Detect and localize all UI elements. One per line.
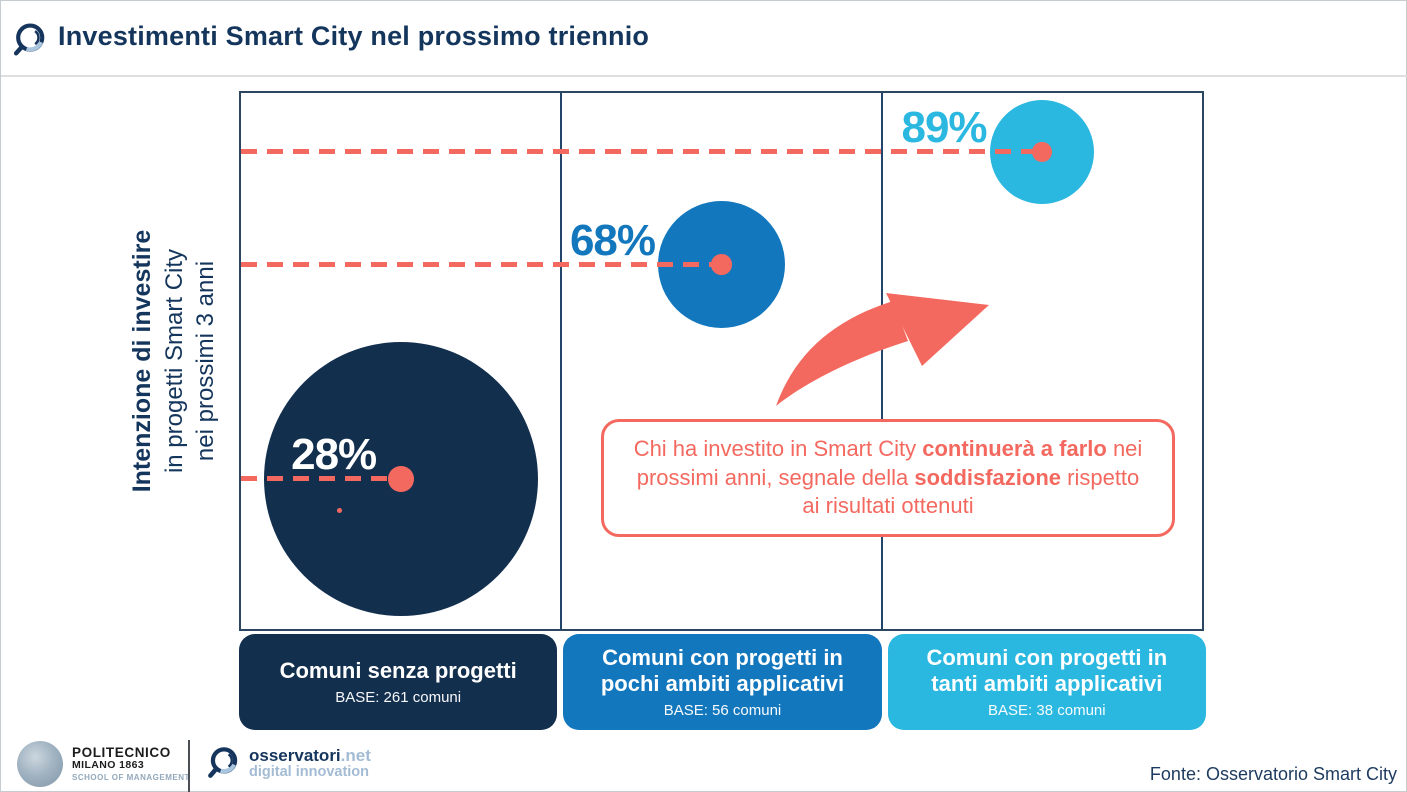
category-base: BASE: 38 comuni — [988, 701, 1106, 719]
osservatori-logo: osservatori.net digital innovation — [207, 745, 371, 788]
politecnico-milano: MILANO 1863 — [72, 759, 145, 772]
value-label: 28% — [291, 429, 377, 479]
y-axis-label: Intenzione di investire in progetti Smar… — [126, 191, 222, 531]
osservatori-brand: osservatori.net — [249, 746, 371, 765]
category-title: Comuni senza progetti — [279, 658, 517, 684]
politecnico-name: POLITECNICO — [72, 745, 171, 761]
category-base: BASE: 56 comuni — [663, 701, 782, 719]
header-separator — [1, 75, 1407, 77]
category-row: Comuni senza progetti BASE: 261 comuni Com… — [239, 634, 1206, 730]
source-note: Fonte: Osservatorio Smart City — [1149, 764, 1397, 784]
politecnico-logo: POLITECNICO MILANO 1863 SCHOOL OF MANAGE… — [17, 741, 190, 787]
category-base: BASE: 261 comuni — [335, 688, 462, 706]
category-title: Comuni con progetti in tanti ambiti appl… — [926, 645, 1168, 696]
osservatori-tagline: digital innovation — [249, 763, 370, 780]
column-divider — [880, 93, 883, 629]
value-dot — [711, 254, 732, 275]
category-box: Comuni senza progetti BASE: 261 comuni — [239, 634, 558, 730]
y-axis-label-bold: Intenzione di investire — [128, 229, 156, 493]
value-dash-line — [241, 262, 722, 268]
annotation-text: Chi ha investito in Smart City continuer… — [633, 436, 1143, 519]
magnifier-icon — [12, 21, 50, 64]
value-label: 89% — [901, 102, 987, 152]
plot-area: Chi ha investito in Smart City continuer… — [239, 91, 1204, 631]
osservatori-magnifier-icon — [207, 745, 241, 788]
category-box: Comuni con progetti in pochi ambiti appl… — [563, 634, 882, 730]
value-dot — [1032, 142, 1052, 162]
value-dot — [388, 466, 414, 492]
annotation-callout: Chi ha investito in Smart City continuer… — [601, 419, 1175, 537]
footer-divider — [188, 740, 190, 792]
value-label: 68% — [569, 215, 656, 265]
stray-dot — [337, 508, 342, 513]
value-dash-line — [241, 476, 402, 482]
politecnico-seal-icon — [17, 741, 63, 787]
y-axis-label-line2: in progetti Smart City — [160, 248, 188, 474]
politecnico-school: SCHOOL OF MANAGEMENT — [72, 772, 190, 782]
osservatori-net: .net — [340, 746, 371, 765]
category-box: Comuni con progetti in tanti ambiti appl… — [887, 634, 1206, 730]
value-dash-line — [241, 149, 1042, 155]
column-divider — [560, 93, 563, 629]
category-title: Comuni con progetti in pochi ambiti appl… — [600, 645, 845, 696]
y-axis-label-line3: nei prossimi 3 anni — [191, 260, 219, 462]
page-title: Investimenti Smart City nel prossimo tri… — [58, 21, 650, 51]
trend-arrow-icon — [776, 293, 989, 406]
